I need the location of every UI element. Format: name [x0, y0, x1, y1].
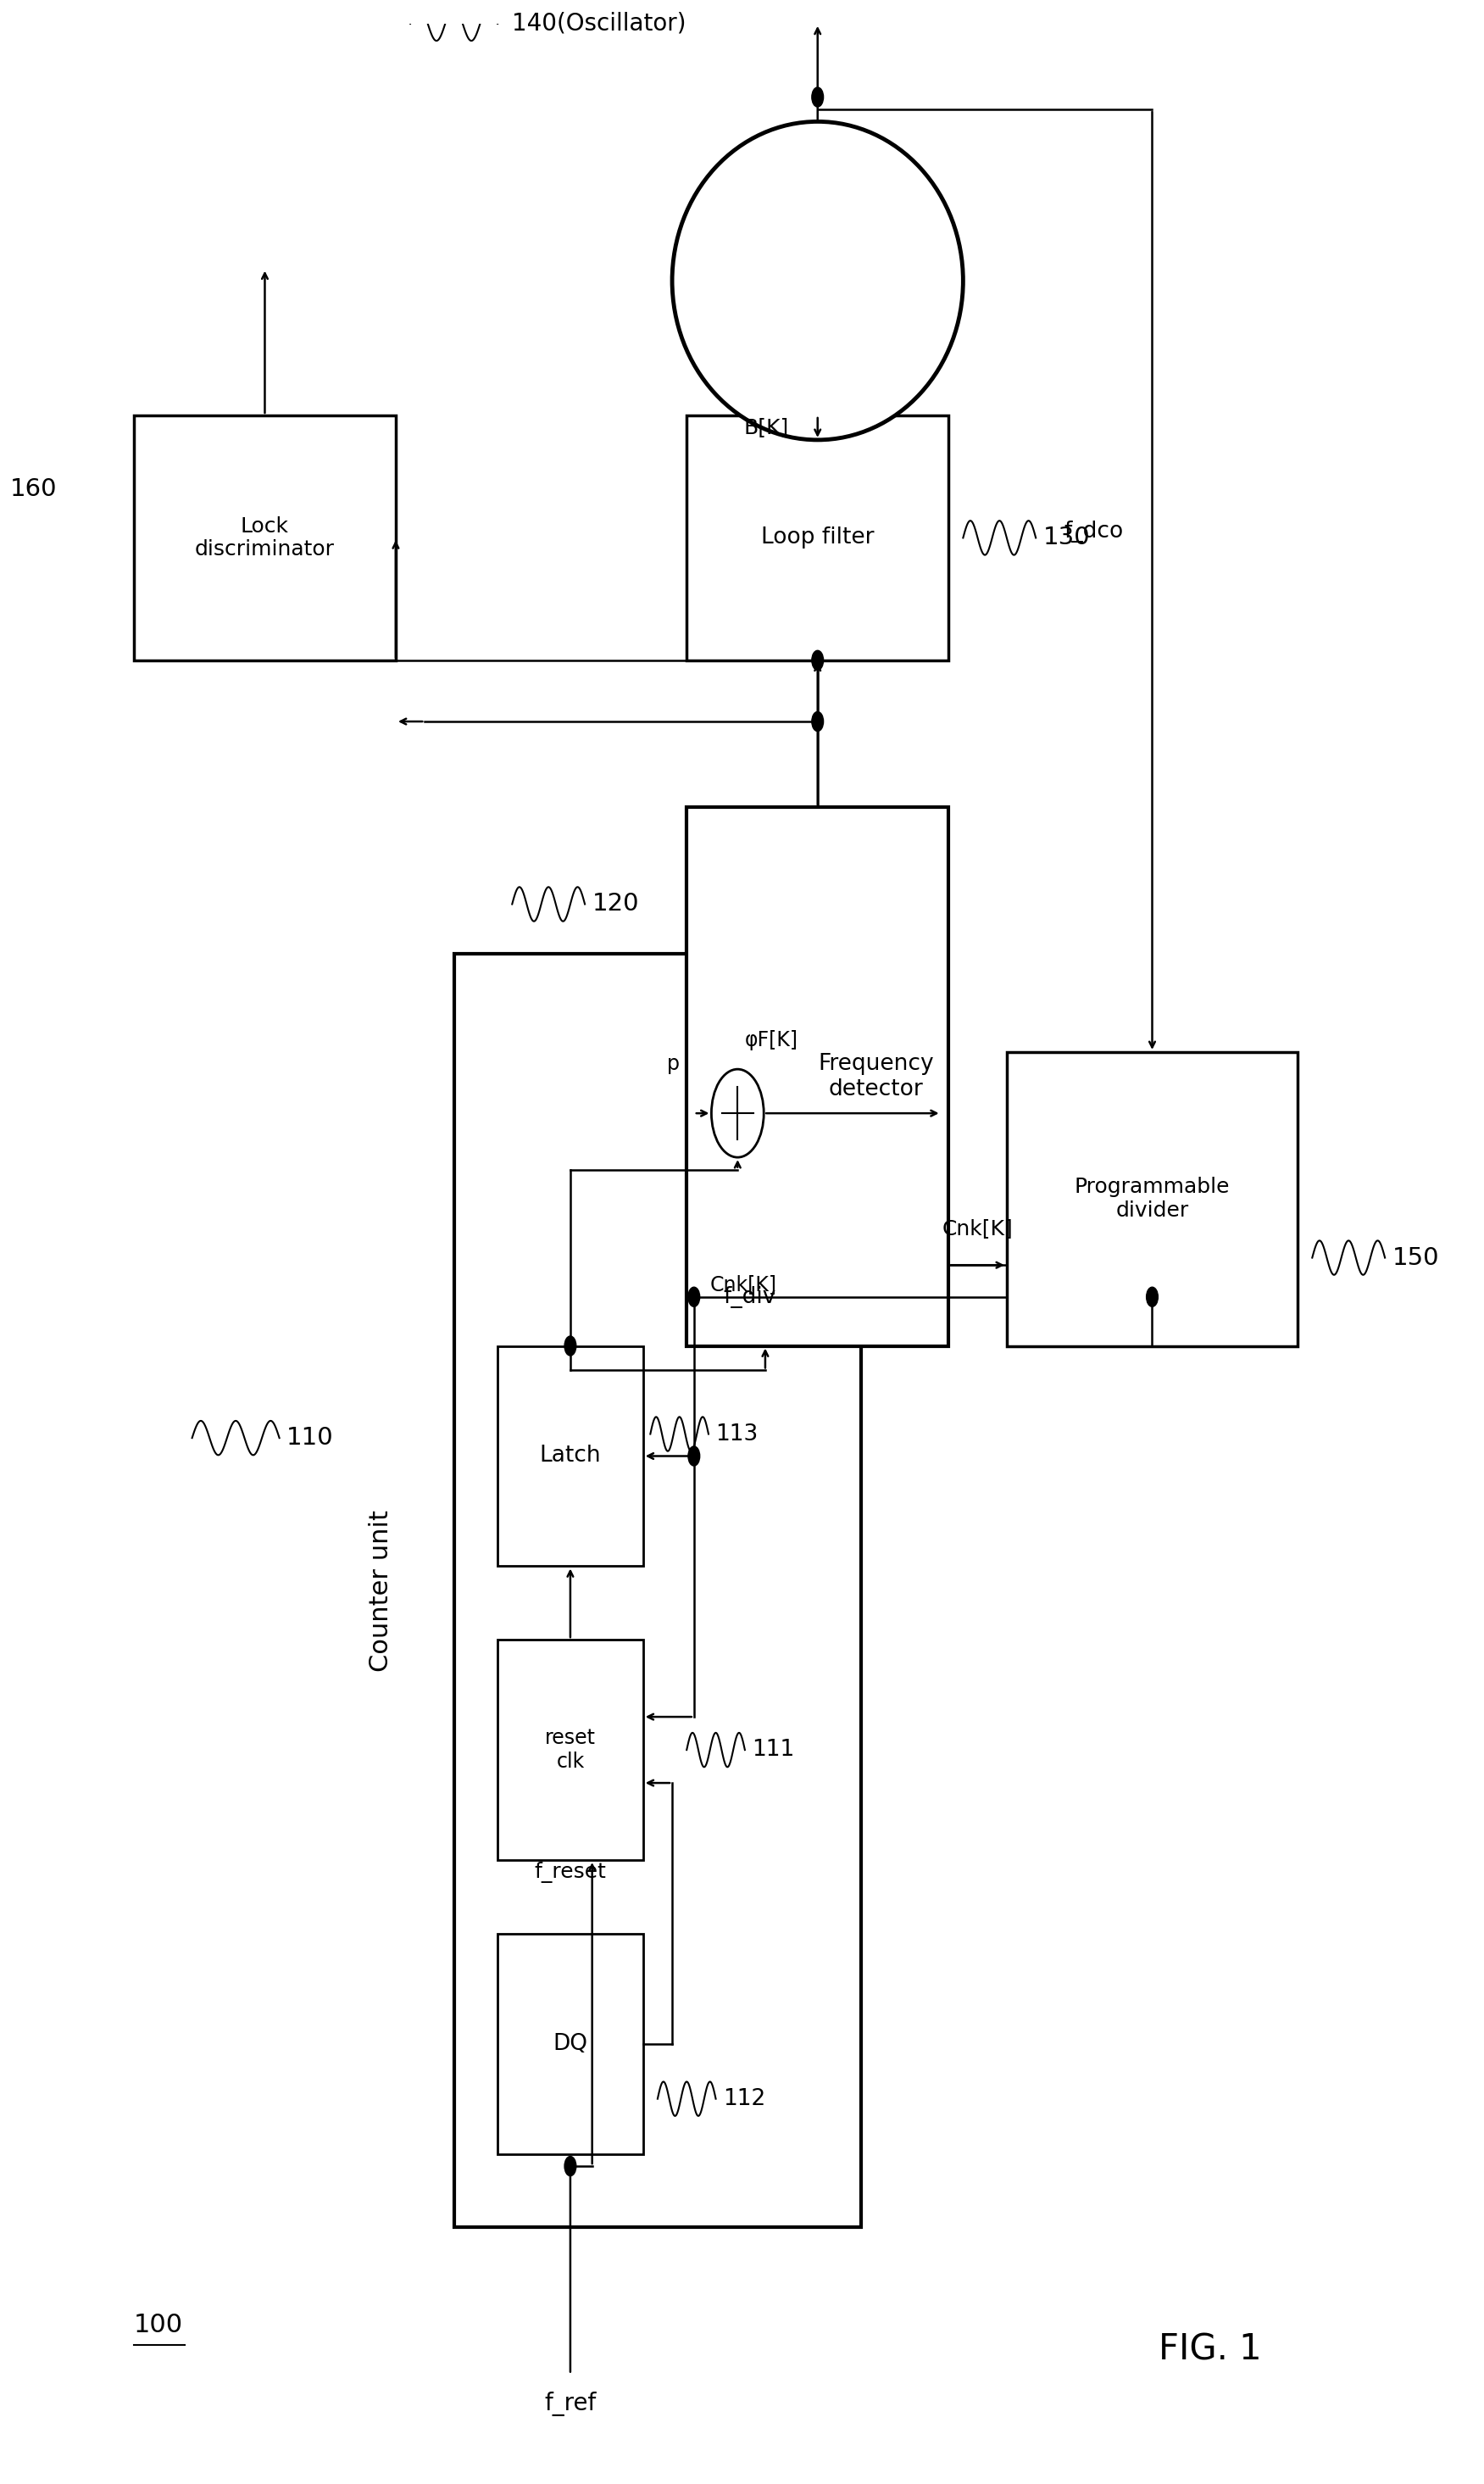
Text: Latch: Latch: [540, 1446, 601, 1468]
Circle shape: [689, 1287, 700, 1307]
Text: f_reset: f_reset: [534, 1861, 607, 1883]
Text: Frequency
detector: Frequency detector: [818, 1053, 933, 1100]
Bar: [687, 807, 948, 1346]
Bar: [1006, 1053, 1297, 1346]
Circle shape: [812, 713, 824, 730]
Circle shape: [564, 1336, 576, 1356]
Text: 112: 112: [723, 2087, 766, 2109]
Text: f_ref: f_ref: [545, 2392, 597, 2417]
Text: 150: 150: [1392, 1247, 1439, 1269]
Text: Lock
discriminator: Lock discriminator: [194, 517, 335, 559]
Text: 160: 160: [10, 477, 58, 502]
Text: 113: 113: [715, 1423, 758, 1446]
Text: Cnk[K]: Cnk[K]: [942, 1217, 1014, 1240]
Text: FIG. 1: FIG. 1: [1159, 2332, 1261, 2367]
Circle shape: [689, 1446, 700, 1466]
Bar: [497, 1346, 643, 1567]
Text: B[K]: B[K]: [743, 417, 788, 437]
Bar: [687, 415, 948, 661]
Circle shape: [1146, 1287, 1158, 1307]
Text: p: p: [666, 1053, 680, 1076]
Text: Programmable
divider: Programmable divider: [1074, 1177, 1230, 1222]
Text: φF[K]: φF[K]: [745, 1031, 798, 1051]
Text: Loop filter: Loop filter: [761, 527, 874, 549]
Text: Counter unit: Counter unit: [370, 1510, 393, 1672]
Ellipse shape: [672, 122, 963, 440]
Text: 120: 120: [592, 892, 640, 917]
Text: Cnk[K]: Cnk[K]: [709, 1274, 778, 1294]
Text: 100: 100: [134, 2313, 183, 2337]
Text: DQ: DQ: [554, 2032, 588, 2054]
Text: 140(Oscillator): 140(Oscillator): [512, 12, 686, 35]
Circle shape: [812, 87, 824, 107]
Text: 110: 110: [286, 1426, 334, 1451]
Circle shape: [812, 651, 824, 671]
Bar: [497, 1639, 643, 1861]
Bar: [454, 954, 861, 2228]
Text: f_div: f_div: [723, 1287, 776, 1309]
Text: f_dco: f_dco: [1064, 522, 1123, 542]
Text: 111: 111: [752, 1739, 795, 1761]
Text: reset
clk: reset clk: [545, 1729, 595, 1771]
Circle shape: [564, 2156, 576, 2176]
Bar: [497, 1933, 643, 2154]
Bar: [134, 415, 396, 661]
Text: 130: 130: [1043, 527, 1091, 549]
